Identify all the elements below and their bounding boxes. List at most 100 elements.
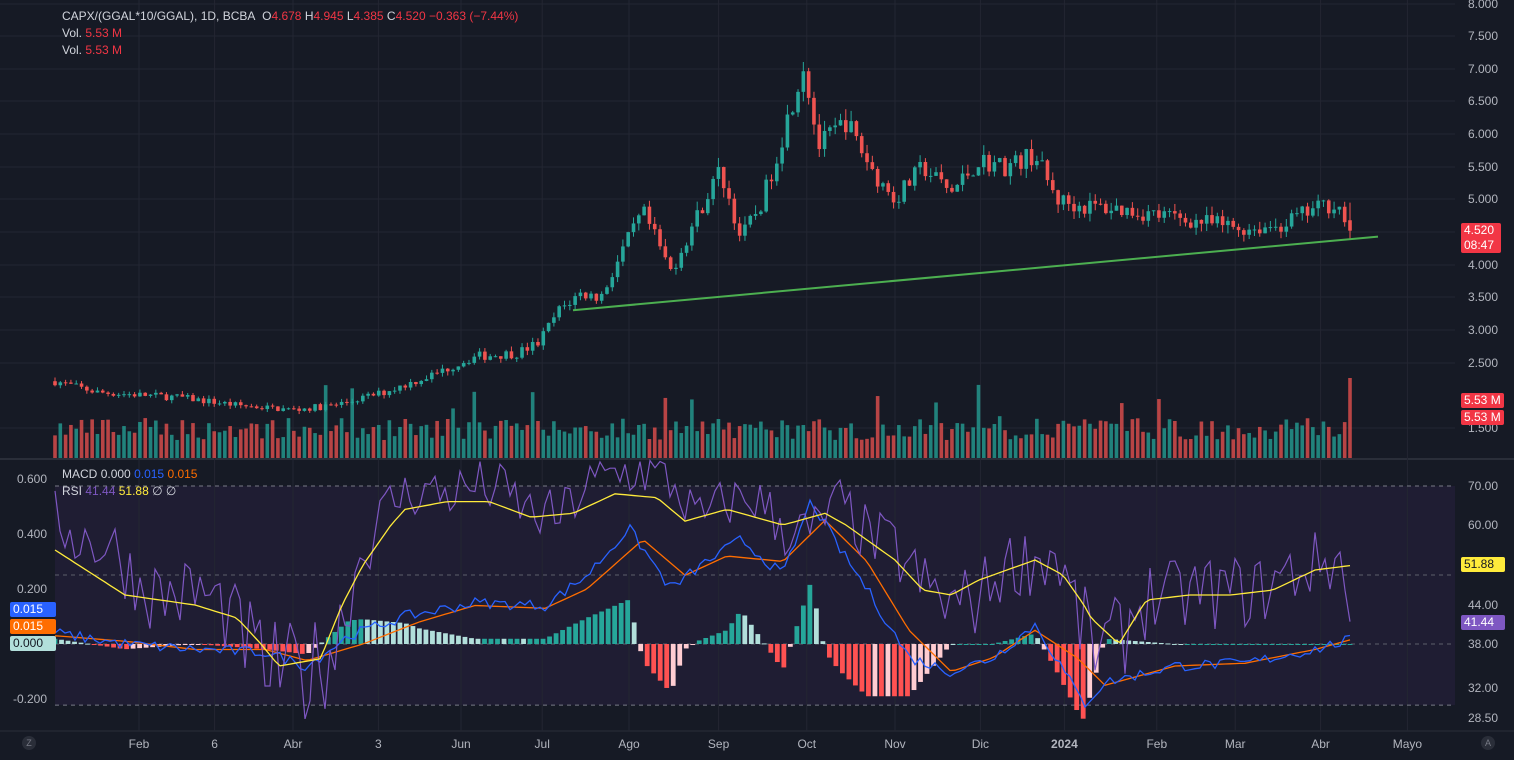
- volume-bar: [647, 438, 652, 458]
- candle-body: [148, 394, 153, 396]
- histogram-bar: [638, 644, 644, 652]
- candle-body: [886, 183, 891, 192]
- time-axis-label: Feb: [1146, 737, 1167, 751]
- macd-value: 0.000: [100, 467, 131, 481]
- volume-bar: [69, 424, 73, 458]
- candle-body: [1231, 220, 1236, 227]
- histogram-bar: [443, 633, 448, 644]
- candle-body: [376, 390, 381, 396]
- candle-body: [647, 206, 652, 224]
- volume-bar: [1130, 419, 1135, 458]
- candle-body: [1167, 211, 1172, 213]
- candle-body: [955, 184, 960, 192]
- volume-bar: [499, 420, 503, 458]
- histogram-bar: [1002, 640, 1008, 644]
- volume-bar: [1008, 439, 1013, 458]
- candle-body: [981, 154, 986, 168]
- candle-body: [950, 187, 954, 192]
- volume-bar: [934, 402, 938, 458]
- volume-bar: [116, 434, 121, 458]
- volume-bar: [509, 425, 514, 458]
- histogram-bar: [1054, 644, 1060, 673]
- candle-body: [74, 383, 79, 385]
- volume-bar: [1236, 428, 1241, 458]
- time-axis-label: Feb: [129, 737, 150, 751]
- volume-bar: [886, 435, 891, 458]
- histogram-bar: [937, 644, 943, 658]
- volume-bar: [504, 420, 508, 458]
- volume-bar: [1141, 431, 1145, 458]
- candle-body: [419, 380, 424, 385]
- candle-body: [536, 341, 540, 346]
- symbol-title: CAPX/(GGAL*10/GGAL), 1D, BCBA: [62, 9, 255, 23]
- candle-body: [1273, 226, 1278, 228]
- auto-scale-button[interactable]: A: [1481, 736, 1495, 750]
- histogram-bar: [1223, 644, 1229, 645]
- candle-body: [907, 180, 912, 186]
- volume-bar: [748, 424, 753, 458]
- histogram-bar: [755, 634, 761, 644]
- histogram-bar: [137, 644, 142, 649]
- candle-body: [180, 394, 185, 397]
- histogram-bar: [482, 638, 487, 644]
- time-axis-label: Oct: [797, 737, 816, 751]
- volume-bar: [355, 437, 360, 458]
- histogram-bar: [215, 644, 221, 646]
- volume-bar: [228, 426, 232, 458]
- signal-badge: 0.015: [10, 619, 56, 634]
- candle-body: [1119, 205, 1124, 216]
- timezone-button[interactable]: Z: [22, 736, 36, 750]
- volume-bar: [637, 424, 641, 458]
- volume-bar: [90, 419, 94, 458]
- candle-body: [668, 257, 673, 269]
- histogram-bar: [696, 640, 702, 644]
- volume-bar: [610, 423, 615, 458]
- candle-body: [440, 368, 445, 373]
- candle-body: [472, 356, 477, 363]
- volume-bar: [753, 427, 758, 458]
- candle-body: [58, 382, 63, 386]
- histogram-bar: [345, 621, 351, 644]
- volume-bar: [849, 423, 853, 458]
- histogram-bar: [989, 644, 995, 645]
- volume-bar: [536, 420, 540, 458]
- macd-signal-value: 0.015: [167, 467, 198, 481]
- histogram-bar: [579, 620, 585, 644]
- histogram-bar: [111, 644, 116, 648]
- candle-body: [207, 398, 211, 404]
- volume-bar: [1273, 431, 1278, 458]
- volume-bar: [350, 388, 355, 458]
- histogram-bar: [495, 638, 500, 644]
- time-axis-label: 2024: [1051, 737, 1078, 751]
- candle-body: [1146, 211, 1151, 221]
- rsi-ma-line: [54, 493, 1351, 667]
- histogram-bar: [553, 633, 559, 644]
- histogram-bar: [228, 644, 234, 647]
- candle-body: [509, 351, 514, 359]
- candle-body: [318, 404, 323, 411]
- volume-bar: [58, 423, 63, 458]
- volume-bar: [684, 426, 689, 458]
- candle-body: [881, 183, 885, 187]
- volume-legend-1: Vol. 5.53 M: [62, 26, 123, 40]
- candle-body: [812, 97, 816, 125]
- candle-body: [122, 394, 126, 396]
- volume-bar: [366, 434, 370, 458]
- volume-bar: [100, 420, 105, 458]
- histogram-bar: [1061, 644, 1067, 685]
- volume-bar: [944, 439, 949, 458]
- volume-bar: [981, 427, 986, 458]
- volume-bar: [451, 408, 455, 458]
- histogram-bar: [540, 638, 546, 644]
- candle-body: [461, 363, 466, 367]
- volume-bar: [743, 424, 747, 458]
- histogram-bar: [879, 644, 884, 697]
- histogram-bar: [78, 642, 84, 644]
- volume-bar: [185, 434, 190, 458]
- histogram-bar: [508, 638, 513, 644]
- candle-body: [843, 120, 848, 133]
- histogram-bar: [1282, 644, 1288, 645]
- volume-bar: [1045, 434, 1050, 458]
- histogram-bar: [716, 633, 722, 644]
